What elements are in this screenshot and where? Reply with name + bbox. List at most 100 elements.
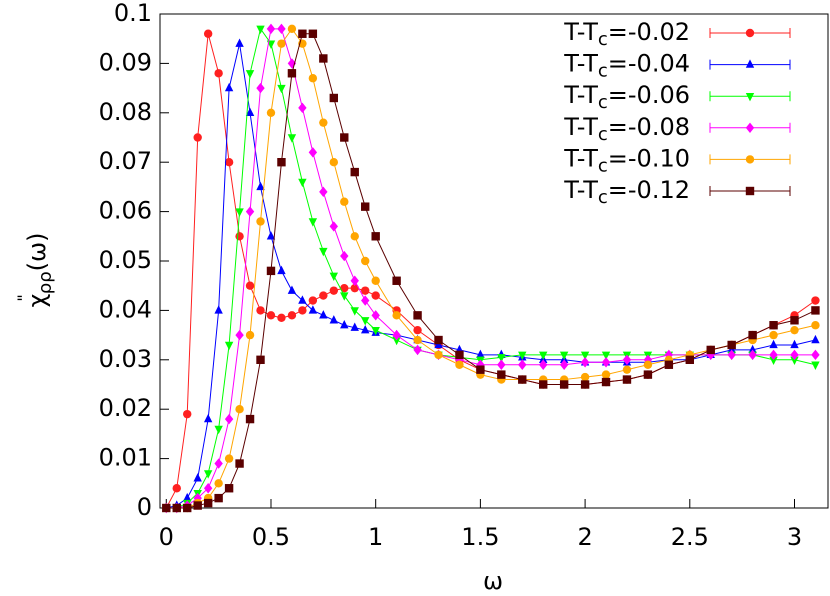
data-point (622, 375, 632, 384)
data-point (601, 357, 611, 368)
data-point (256, 217, 265, 226)
data-point (298, 295, 307, 304)
data-point (256, 25, 265, 35)
data-point (769, 339, 778, 349)
data-point (203, 413, 213, 423)
data-point (329, 315, 339, 324)
data-point (580, 357, 590, 368)
data-point (790, 325, 799, 335)
data-point (580, 351, 590, 361)
series-line (165, 33, 816, 509)
data-point (340, 292, 349, 301)
data-point (329, 286, 339, 295)
data-point (235, 232, 244, 241)
data-point (350, 232, 359, 241)
data-point (340, 250, 349, 262)
data-point (235, 329, 244, 341)
x-tick-label: 2.5 (671, 523, 709, 551)
x-tick-label: 3 (787, 523, 802, 551)
legend-marker (745, 122, 755, 133)
data-point (329, 272, 339, 282)
legend-symbol (745, 155, 755, 164)
y-tick-label: 0.02 (99, 394, 152, 422)
legend-label: T-Tc=-0.10 (563, 144, 690, 176)
legend-label: T-Tc=-0.12 (563, 176, 690, 208)
y-label-prime: " (14, 294, 33, 301)
data-point (340, 320, 349, 329)
legend-text-part: c (598, 92, 608, 113)
data-point (622, 365, 632, 374)
data-point (235, 208, 244, 217)
x-axis-label: ω (483, 567, 503, 595)
data-point (224, 158, 234, 167)
data-point (329, 158, 339, 167)
data-point (319, 310, 328, 319)
data-point (266, 311, 276, 320)
data-point (193, 473, 202, 482)
data-point (162, 503, 171, 513)
data-point (361, 286, 370, 295)
data-point (298, 102, 307, 114)
legend-text-part: c (598, 155, 608, 176)
data-point (601, 377, 611, 387)
data-point (203, 498, 213, 508)
data-point (811, 306, 820, 315)
data-point (329, 93, 339, 103)
data-point (224, 341, 234, 351)
data-point (769, 356, 778, 365)
legend-text-part: c (598, 124, 608, 145)
data-point (371, 276, 380, 285)
y-tick-label: 0.03 (99, 345, 152, 373)
data-point (361, 324, 370, 334)
data-point (319, 247, 328, 257)
data-point (413, 325, 422, 335)
data-point (193, 133, 202, 142)
legend-label: T-Tc=-0.06 (563, 81, 690, 113)
data-point (580, 380, 590, 389)
data-point (245, 70, 255, 79)
legend-text-part: c (598, 29, 608, 50)
data-point (235, 38, 244, 47)
data-point (308, 147, 318, 158)
data-point (811, 296, 820, 305)
data-point (329, 221, 339, 232)
data-point (193, 501, 202, 510)
data-point (476, 349, 485, 359)
data-point (392, 329, 401, 341)
legend-marker (745, 93, 755, 102)
data-point (319, 186, 328, 198)
legend-text-part: T-T (563, 18, 598, 46)
data-point (811, 349, 820, 361)
legend-marker (745, 186, 755, 196)
data-point (308, 29, 318, 38)
data-point (790, 356, 799, 365)
data-point (256, 306, 265, 315)
data-point (361, 256, 370, 266)
legend-text-part: =-0.06 (608, 81, 690, 109)
legend-text-part: T-T (563, 144, 598, 172)
data-point (371, 326, 380, 336)
data-point (559, 359, 569, 370)
x-tick-label: 2 (577, 523, 592, 551)
data-point (769, 321, 778, 330)
y-tick-label: 0.1 (114, 0, 152, 27)
data-point (413, 344, 422, 356)
data-point (183, 409, 192, 419)
y-axis-label: χ"ρρ(ω) (14, 233, 57, 308)
legend-text-part: T-T (563, 176, 598, 204)
data-point (245, 281, 255, 290)
data-point (308, 74, 318, 83)
data-point (203, 483, 213, 494)
y-tick-label: 0.01 (99, 444, 152, 472)
data-point (277, 23, 286, 35)
data-point (256, 82, 265, 94)
data-point (727, 340, 736, 350)
data-point (580, 372, 590, 382)
data-point (518, 375, 527, 384)
data-point (643, 360, 653, 369)
data-point (539, 359, 548, 370)
data-point (245, 206, 255, 217)
data-point (350, 167, 359, 177)
data-point (434, 350, 443, 360)
data-point (256, 181, 265, 191)
